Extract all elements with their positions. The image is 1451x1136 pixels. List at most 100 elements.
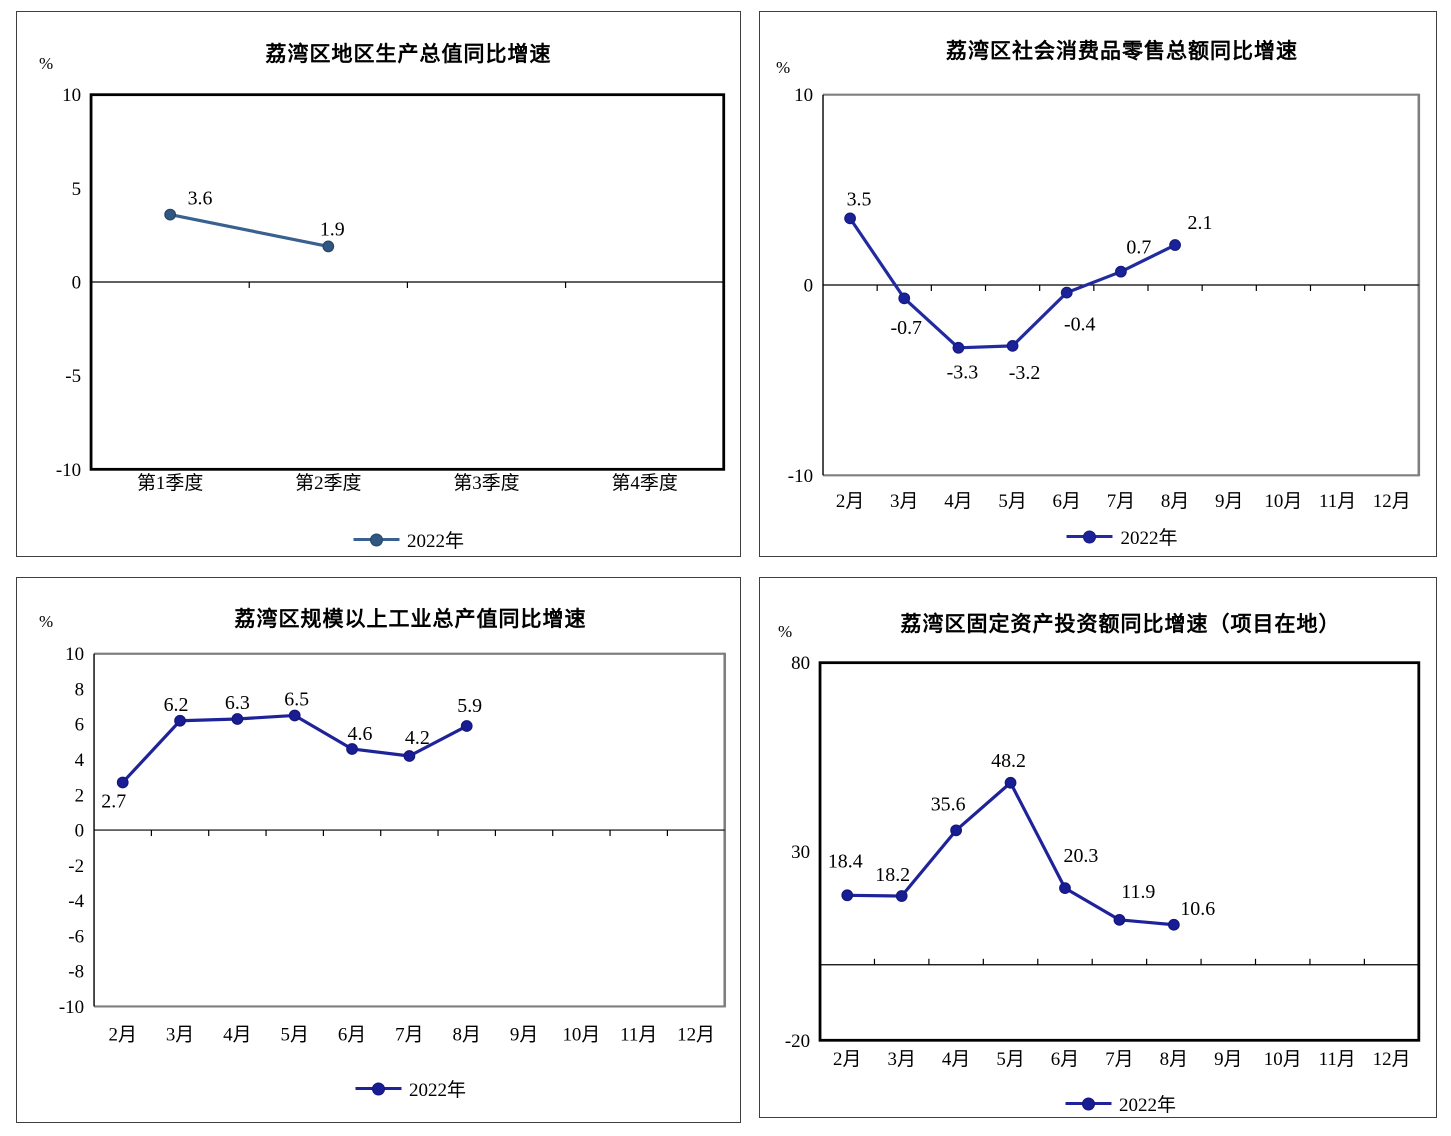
- data-label: 0.7: [1126, 237, 1151, 259]
- x-category-label: 3月: [166, 1024, 194, 1045]
- y-tick-label: 30: [791, 842, 810, 863]
- x-category-label: 11月: [1319, 1049, 1356, 1070]
- y-tick-label: -10: [59, 997, 84, 1018]
- x-category-label: 10月: [1264, 491, 1302, 512]
- data-point-marker: [952, 341, 965, 354]
- chart-title: 荔湾区规模以上工业总产值同比增速: [234, 607, 587, 631]
- y-tick-label: 4: [75, 750, 85, 771]
- legend-dot-icon: [1082, 530, 1096, 543]
- y-tick-label: 2: [75, 785, 84, 806]
- data-label: 4.2: [405, 727, 430, 749]
- x-category-label: 9月: [1215, 491, 1243, 512]
- legend-dot-icon: [1081, 1097, 1095, 1110]
- data-point-marker: [898, 292, 911, 305]
- retail-chart-canvas: 10 0 -10 3.5 -0.7 -3.3 -3.2 -0.4 0.7 2.1 2月 3月 4月 5月 6…: [788, 85, 1421, 512]
- data-label: 1.9: [320, 218, 345, 240]
- y-axis-unit-label: %: [778, 622, 793, 641]
- data-label: 18.2: [875, 864, 910, 886]
- x-category-label: 第1季度: [137, 472, 203, 494]
- chart-title: 荔湾区地区生产总值同比增速: [265, 42, 552, 66]
- legend-series-label: 2022年: [1120, 528, 1178, 549]
- x-category-label: 第4季度: [612, 472, 678, 494]
- data-label: 2.1: [1188, 212, 1213, 234]
- legend-line-icon: [1066, 530, 1113, 543]
- y-tick-label: 10: [62, 85, 81, 106]
- data-point-marker: [116, 776, 129, 789]
- x-category-label: 3月: [887, 1049, 915, 1070]
- x-category-label: 7月: [395, 1024, 423, 1045]
- x-category-label: 9月: [510, 1024, 538, 1045]
- y-tick-label: 80: [791, 653, 810, 674]
- y-tick-label: 10: [65, 644, 84, 665]
- data-point-marker: [346, 743, 358, 755]
- x-category-label: 4月: [942, 1049, 970, 1070]
- data-point-marker: [174, 714, 186, 727]
- y-tick-label: -10: [56, 460, 81, 481]
- x-category-label: 2月: [836, 491, 864, 512]
- data-label: 3.5: [847, 188, 872, 210]
- data-point-marker: [950, 824, 962, 837]
- chart-panel-retail: 荔湾区社会消费品零售总额同比增速 % 10 0 -10 3.5 -0.7 -3.3 -3.2…: [759, 11, 1437, 557]
- plot-area-border: [818, 661, 1421, 1042]
- y-axis-unit-label: %: [39, 612, 54, 631]
- chart-panel-investment: 荔湾区固定资产投资额同比增速（项目在地） % 80 30 -20 18.4 18.2 35…: [759, 577, 1437, 1118]
- chart-title: 荔湾区固定资产投资额同比增速（项目在地）: [900, 612, 1341, 636]
- data-label: 3.6: [188, 188, 213, 210]
- x-category-label: 6月: [338, 1024, 366, 1045]
- data-label: 11.9: [1121, 881, 1155, 903]
- data-point-marker: [1115, 265, 1127, 278]
- data-point-marker: [164, 208, 177, 221]
- chart-title: 荔湾区社会消费品零售总额同比增速: [946, 39, 1298, 63]
- x-category-label: 10月: [562, 1024, 600, 1045]
- y-tick-label: -2: [68, 856, 84, 877]
- legend-series-label: 2022年: [406, 531, 465, 552]
- y-axis-unit-label: %: [776, 58, 791, 77]
- x-category-label: 5月: [996, 1049, 1024, 1070]
- data-label: 4.6: [348, 723, 373, 745]
- x-category-label: 12月: [1373, 1049, 1411, 1070]
- data-point-marker: [895, 890, 908, 902]
- data-label: -3.3: [947, 362, 979, 384]
- chart-legend: 2022年: [1064, 1090, 1176, 1117]
- data-label: 35.6: [931, 793, 966, 815]
- data-label: 10.6: [1180, 898, 1215, 920]
- y-tick-label: -20: [785, 1031, 810, 1052]
- data-label: -0.4: [1064, 313, 1096, 335]
- legend-dot-icon: [371, 1082, 385, 1095]
- chart-panel-industry: 荔湾区规模以上工业总产值同比增速 % 10 8 6 4 2 0 -2 -4 -6 -8 -10 2.7…: [16, 577, 741, 1123]
- data-point-marker: [1006, 340, 1019, 352]
- x-category-label: 12月: [677, 1024, 715, 1045]
- legend-line-icon: [354, 1082, 401, 1095]
- data-point-marker: [1059, 882, 1071, 894]
- y-tick-label: -4: [68, 891, 84, 912]
- x-category-label: 6月: [1053, 491, 1081, 512]
- data-point-marker: [1169, 239, 1181, 251]
- y-tick-label: -10: [788, 466, 813, 487]
- industry-chart-canvas: 10 8 6 4 2 0 -2 -4 -6 -8 -10 2.7 6.2 6.3 6.5 4.6 4.2 5.9 2…: [59, 644, 727, 1045]
- chart-legend: 2022年: [352, 526, 465, 553]
- data-point-marker: [841, 889, 854, 902]
- data-label: 20.3: [1064, 845, 1099, 867]
- data-label: -0.7: [890, 317, 922, 339]
- x-category-label: 8月: [1161, 491, 1189, 512]
- x-category-label: 11月: [620, 1024, 657, 1045]
- x-category-label: 9月: [1214, 1049, 1242, 1070]
- legend-dot-icon: [369, 533, 383, 546]
- y-tick-label: -5: [65, 366, 81, 387]
- y-axis-unit-label: %: [39, 54, 54, 73]
- data-label: 6.2: [164, 694, 189, 716]
- y-tick-label: -6: [68, 926, 84, 947]
- x-category-label: 10月: [1264, 1049, 1302, 1070]
- x-category-label: 2月: [833, 1049, 861, 1070]
- y-tick-label: 8: [75, 679, 84, 700]
- x-category-label: 7月: [1107, 491, 1135, 512]
- x-category-label: 4月: [944, 491, 972, 512]
- y-tick-label: 5: [72, 179, 81, 200]
- x-category-label: 8月: [453, 1024, 481, 1045]
- data-point-marker: [1004, 776, 1017, 789]
- data-label: 2.7: [101, 790, 126, 812]
- y-tick-label: -8: [68, 962, 84, 983]
- data-point-marker: [322, 240, 335, 253]
- investment-chart-canvas: 80 30 -20 18.4 18.2 35.6 48.2 20.3 11.9 10.6 2月 3月 4…: [785, 653, 1421, 1070]
- chart-panel-gdp: 荔湾区地区生产总值同比增速 % 10 5 0 -5 -10 3.6 1.9 第1季度 第2季度 第…: [16, 11, 741, 557]
